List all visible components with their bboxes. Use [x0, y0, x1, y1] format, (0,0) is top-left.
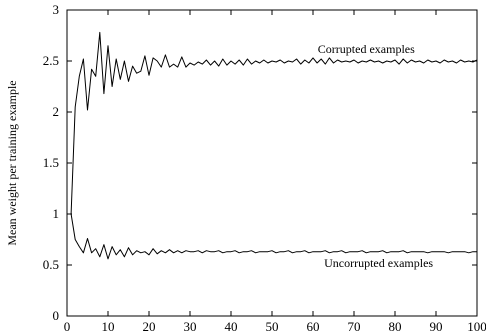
- x-tick-label: 90: [430, 319, 443, 334]
- annotation-corrupted: Corrupted examples: [318, 42, 415, 56]
- x-tick-label: 40: [225, 319, 238, 334]
- series-line-corrupted: [70, 31, 478, 215]
- x-tick-label: 30: [184, 319, 197, 334]
- annotation-layer: Corrupted examples Uncorrupted examples: [318, 42, 434, 270]
- y-tick-label: 1: [53, 206, 60, 221]
- series-line-uncorrupted: [70, 213, 477, 260]
- y-tick-label: 3: [53, 2, 60, 17]
- y-tick-label: 1.5: [43, 155, 59, 170]
- x-tick-label: 70: [348, 319, 361, 334]
- y-axis-label: Mean weight per training example: [5, 80, 19, 245]
- y-tick-label: 2: [53, 104, 60, 119]
- x-tick-label: 10: [102, 319, 115, 334]
- plot-frame: [66, 9, 478, 317]
- x-tick-label: 0: [64, 319, 71, 334]
- y-tick-label: 2.5: [43, 53, 59, 68]
- y-tick-label: 0.5: [43, 257, 59, 272]
- annotation-uncorrupted: Uncorrupted examples: [324, 256, 433, 270]
- x-tick-label: 100: [467, 319, 486, 334]
- axis-tick-labels: 0 10 20 30 40 50 60 70 80 90 100 0 0.5 1 1.5 2 2.5 3: [43, 2, 486, 334]
- axis-ticks: [66, 9, 478, 317]
- x-tick-label: 50: [266, 319, 279, 334]
- y-tick-label: 0: [53, 308, 60, 323]
- x-tick-label: 60: [307, 319, 320, 334]
- x-tick-label: 20: [143, 319, 156, 334]
- series-layer: [70, 31, 478, 260]
- x-tick-label: 80: [389, 319, 402, 334]
